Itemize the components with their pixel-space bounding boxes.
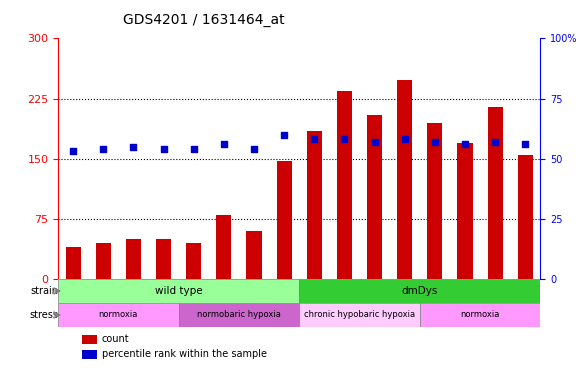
Bar: [307, 131, 322, 279]
Text: wild type: wild type: [155, 286, 202, 296]
Point: [460, 141, 469, 147]
Bar: [126, 239, 141, 279]
Bar: [156, 239, 171, 279]
Point: [430, 139, 439, 145]
Point: [249, 146, 259, 152]
Text: GDS4201 / 1631464_at: GDS4201 / 1631464_at: [123, 13, 284, 27]
Text: dmDys: dmDys: [401, 286, 438, 296]
Point: [159, 146, 168, 152]
Point: [189, 146, 198, 152]
Point: [400, 136, 410, 142]
Text: stress: stress: [29, 310, 58, 320]
Text: chronic hypobaric hypoxia: chronic hypobaric hypoxia: [304, 311, 415, 319]
Point: [99, 146, 108, 152]
Text: count: count: [102, 334, 129, 344]
Bar: [66, 247, 81, 279]
Bar: [427, 122, 442, 279]
Point: [340, 136, 349, 142]
Point: [129, 144, 138, 150]
Point: [490, 139, 500, 145]
Bar: [186, 243, 201, 279]
Point: [370, 139, 379, 145]
Bar: [457, 142, 472, 279]
Point: [521, 141, 530, 147]
Bar: [58, 303, 179, 327]
Bar: [299, 303, 420, 327]
Text: normoxia: normoxia: [460, 311, 500, 319]
Point: [219, 141, 228, 147]
Bar: [487, 106, 503, 279]
Point: [69, 148, 78, 154]
Bar: [397, 80, 413, 279]
Bar: [518, 155, 533, 279]
Bar: [58, 279, 299, 303]
Bar: [299, 279, 540, 303]
Text: normobaric hypoxia: normobaric hypoxia: [197, 311, 281, 319]
Text: normoxia: normoxia: [99, 311, 138, 319]
Bar: [179, 303, 299, 327]
Text: strain: strain: [30, 286, 58, 296]
Bar: [83, 334, 96, 344]
Bar: [420, 303, 540, 327]
Bar: [96, 243, 111, 279]
Bar: [246, 231, 261, 279]
Bar: [83, 350, 96, 359]
Point: [310, 136, 319, 142]
Bar: [367, 114, 382, 279]
Point: [279, 132, 289, 138]
Bar: [277, 161, 292, 279]
Text: percentile rank within the sample: percentile rank within the sample: [102, 349, 267, 359]
Bar: [337, 91, 352, 279]
Bar: [216, 215, 231, 279]
